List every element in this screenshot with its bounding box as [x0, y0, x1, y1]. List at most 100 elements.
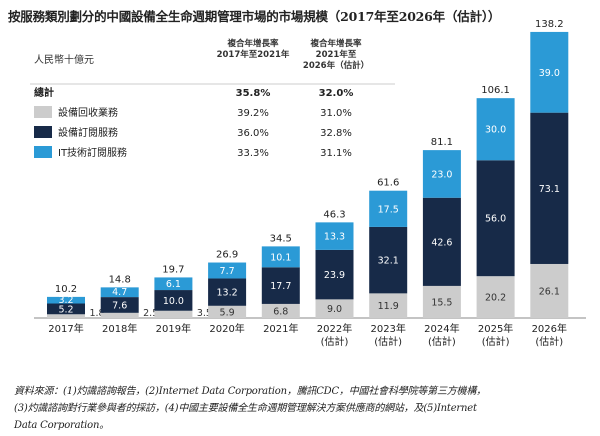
cagr-value-0-1: 32.0% [319, 88, 354, 99]
cagr-value-3-0: 33.3% [237, 148, 269, 159]
segment-label-2-8: 30.0 [485, 125, 506, 136]
segment-label-0-9: 26.1 [539, 286, 560, 297]
segment-label-2-6: 17.5 [378, 204, 399, 215]
bar-segment-1-7 [422, 197, 461, 286]
category-label-5-1: (估計) [321, 335, 349, 348]
bar-segment-2-6 [369, 190, 408, 227]
category-label-3-0: 2020年 [209, 322, 244, 335]
segment-label-0-4: 6.8 [273, 306, 288, 317]
segment-label-2-5: 13.3 [324, 232, 345, 243]
segment-label-1-8: 56.0 [485, 214, 506, 225]
total-label-9: 138.2 [535, 19, 564, 30]
bar-segment-0-8 [476, 276, 515, 318]
segment-label-2-0: 3.2 [58, 295, 73, 306]
segment-label-0-7: 15.5 [431, 297, 452, 308]
chart-title: 按服務類別劃分的中國設備全生命週期管理市場的市場規模（2017年至2026年（估… [8, 9, 501, 24]
cagr-row-label-1: 設備回收業務 [58, 106, 118, 119]
legend-swatch-2 [34, 126, 52, 138]
bar-segment-2-1 [100, 287, 139, 298]
segment-label-2-4: 10.1 [270, 252, 291, 263]
category-label-5-0: 2022年 [317, 322, 352, 335]
category-label-4-0: 2021年 [263, 322, 298, 335]
total-label-0: 10.2 [55, 284, 77, 295]
cagr-header-2-line-2: 2021年至 [316, 49, 357, 60]
bar-segment-2-9 [530, 31, 569, 113]
category-label-2-0: 2019年 [156, 322, 191, 335]
segment-label-2-2: 6.1 [166, 279, 181, 290]
bar-segment-2-2 [154, 277, 193, 291]
cagr-value-1-1: 31.0% [320, 108, 352, 119]
cagr-row-label-3: IT技術訂閱服務 [58, 146, 127, 159]
bar-segment-1-9 [530, 112, 569, 264]
segment-label-1-5: 23.9 [324, 270, 345, 281]
bar-segment-2-8 [476, 98, 515, 161]
cagr-row-label-0: 總計 [34, 86, 54, 99]
bar-segment-2-5 [315, 222, 354, 250]
unit-label: 人民幣十億元 [34, 53, 94, 66]
total-label-5: 46.3 [323, 209, 345, 220]
category-label-7-1: (估計) [428, 335, 456, 348]
segment-label-1-1: 7.6 [112, 300, 127, 311]
bar-segment-1-3 [208, 278, 247, 306]
category-label-1-0: 2018年 [102, 322, 137, 335]
segment-label-0-0: 1.8 [89, 308, 104, 319]
cagr-row-label-2: 設備訂閱服務 [58, 126, 118, 139]
segment-label-2-9: 39.0 [539, 68, 560, 79]
total-label-8: 106.1 [481, 85, 510, 96]
segment-label-2-1: 4.7 [112, 287, 127, 298]
category-label-0-0: 2017年 [48, 322, 83, 335]
segment-label-1-9: 73.1 [539, 184, 560, 195]
segment-label-1-6: 32.1 [378, 256, 399, 267]
bar-segment-0-9 [530, 263, 569, 318]
cagr-value-2-1: 32.8% [320, 128, 352, 139]
bar-segment-1-0 [47, 303, 85, 315]
bar-segment-1-6 [369, 226, 408, 294]
bar-segment-0-7 [422, 285, 461, 318]
segment-label-1-2: 10.0 [163, 296, 184, 307]
category-label-6-1: (估計) [374, 335, 402, 348]
segment-label-0-3: 5.9 [220, 307, 235, 318]
cagr-value-2-0: 36.0% [237, 128, 269, 139]
legend-swatch-1 [34, 106, 52, 118]
bar-segment-1-4 [261, 267, 300, 304]
cagr-value-3-1: 31.1% [320, 148, 352, 159]
bar-segment-1-8 [476, 160, 515, 277]
bar-segment-0-0 [47, 314, 85, 318]
category-label-8-1: (估計) [482, 335, 510, 348]
bar-segment-2-3 [208, 262, 247, 279]
segment-label-1-3: 13.2 [217, 288, 238, 299]
segment-label-1-7: 42.6 [431, 237, 452, 248]
stacked-bar-chart: 人民幣十億元複合年增長率2017年至2021年複合年增長率2021年至2026年… [30, 19, 586, 348]
total-label-3: 26.9 [216, 250, 238, 261]
source-note-line-3: Data Corporation。 [14, 420, 110, 431]
bar-segment-0-2 [154, 310, 193, 318]
segment-label-1-4: 17.7 [270, 281, 291, 292]
cagr-value-1-0: 39.2% [237, 108, 269, 119]
bar-segment-0-5 [315, 299, 354, 318]
segment-label-1-0: 5.2 [58, 304, 73, 315]
legend-swatch-3 [34, 146, 52, 158]
category-label-9-0: 2026年 [532, 322, 567, 335]
total-label-2: 19.7 [162, 264, 184, 275]
cagr-header-1-line-2: 2017年至2021年 [217, 49, 290, 60]
cagr-header-2-line-3: 2026年（估計） [303, 60, 369, 71]
cagr-value-0-0: 35.8% [236, 88, 271, 99]
source-note-line-1: 資料來源：(1)灼識諮詢報告，(2)Internet Data Corporat… [14, 386, 486, 397]
bar-segment-2-0 [47, 296, 85, 304]
bar-segment-2-7 [422, 150, 461, 198]
category-label-6-0: 2023年 [370, 322, 405, 335]
segment-label-2-3: 7.7 [220, 266, 235, 277]
segment-label-0-6: 11.9 [378, 301, 399, 312]
total-label-6: 61.6 [377, 178, 399, 189]
bar-segment-1-1 [100, 297, 139, 313]
segment-label-0-1: 2.5 [143, 308, 158, 319]
segment-label-0-5: 9.0 [327, 304, 342, 315]
category-label-7-0: 2024年 [424, 322, 459, 335]
segment-label-0-2: 3.5 [197, 308, 212, 319]
segment-label-2-7: 23.0 [431, 169, 452, 180]
category-label-8-0: 2025年 [478, 322, 513, 335]
segment-label-0-8: 20.2 [485, 293, 506, 304]
bar-segment-0-4 [261, 303, 300, 318]
bar-segment-2-4 [261, 246, 300, 268]
bar-segment-0-3 [208, 305, 247, 318]
